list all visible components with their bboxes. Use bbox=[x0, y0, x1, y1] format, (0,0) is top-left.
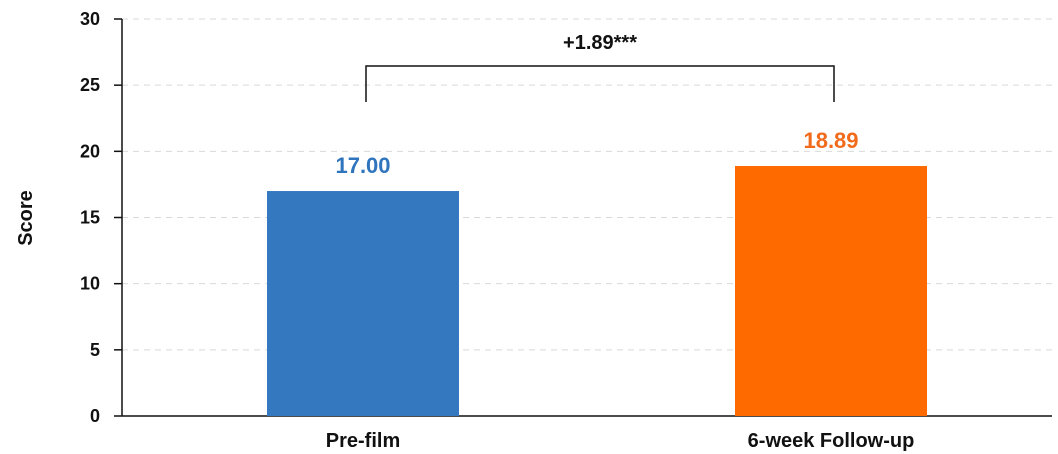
y-axis-label: Score bbox=[15, 190, 37, 246]
bars bbox=[267, 166, 927, 416]
y-tick-label: 25 bbox=[80, 75, 100, 95]
bar-pre-film bbox=[267, 191, 459, 416]
bar-follow-up bbox=[735, 166, 927, 416]
bar-value-label: 17.00 bbox=[335, 153, 390, 178]
y-tick-label: 20 bbox=[80, 141, 100, 161]
y-tick-label: 30 bbox=[80, 9, 100, 29]
x-category-label: Pre-film bbox=[326, 430, 400, 452]
bar-value-label: 18.89 bbox=[803, 128, 858, 153]
x-category-label: 6-week Follow-up bbox=[748, 430, 915, 452]
significance-bracket bbox=[365, 65, 835, 102]
y-tick-label: 10 bbox=[80, 274, 100, 294]
difference-label: +1.89*** bbox=[563, 32, 637, 54]
significance-annotation: +1.89*** bbox=[365, 32, 835, 102]
labels: 17.00 Pre-film 18.89 6-week Follow-up bbox=[326, 128, 915, 452]
y-tick-label: 5 bbox=[90, 340, 100, 360]
y-tick-label: 15 bbox=[80, 208, 100, 228]
y-tick-label: 0 bbox=[90, 406, 100, 426]
